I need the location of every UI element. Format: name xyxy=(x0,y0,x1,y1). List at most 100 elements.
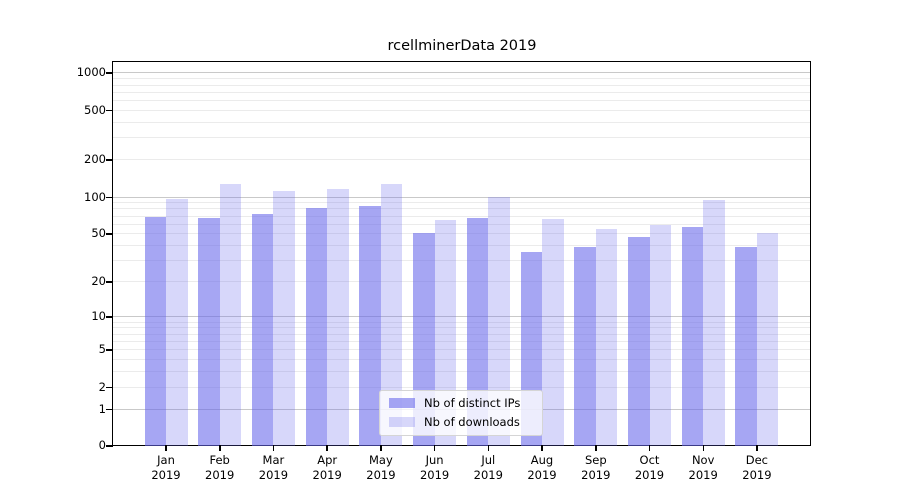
gridline-major xyxy=(113,196,810,198)
x-tick-mark xyxy=(756,445,758,451)
x-tick-label-jul: Jul 2019 xyxy=(473,453,503,482)
bar-downloads-jun xyxy=(434,220,457,446)
y-tick-mark xyxy=(106,281,113,283)
bar-distinct-ips-sep xyxy=(574,246,596,446)
gridline-minor xyxy=(113,349,810,351)
x-tick-mark xyxy=(648,445,651,451)
legend-swatch-downloads xyxy=(389,417,415,427)
bar-distinct-ips-feb xyxy=(198,217,220,446)
y-tick-label: 50 xyxy=(91,226,106,241)
y-tick-label: 2 xyxy=(98,379,106,394)
gridline-minor xyxy=(113,340,810,342)
y-tick-mark xyxy=(106,109,113,112)
x-tick-mark xyxy=(595,445,597,451)
x-tick-label-may: May 2019 xyxy=(366,453,396,482)
bar-distinct-ips-jan xyxy=(144,217,166,446)
bar-downloads-aug xyxy=(542,218,564,446)
y-tick-label: 500 xyxy=(84,102,106,117)
y-tick-mark xyxy=(106,445,113,447)
gridline-minor xyxy=(113,208,810,210)
gridline-minor xyxy=(113,215,810,217)
x-tick-label-jan: Jan 2019 xyxy=(151,453,181,482)
x-tick-label-oct: Oct 2019 xyxy=(634,453,665,482)
x-tick-mark xyxy=(326,445,328,451)
y-tick-label: 1000 xyxy=(76,65,106,80)
y-tick-mark xyxy=(106,408,113,410)
x-tick-mark xyxy=(165,445,167,451)
gridline-minor xyxy=(113,137,810,139)
x-tick-mark xyxy=(380,445,382,451)
chart-title: rcellminerData 2019 xyxy=(387,38,537,54)
gridline-minor xyxy=(113,84,810,86)
bar-downloads-nov xyxy=(703,199,725,446)
gridline-minor xyxy=(113,386,810,388)
x-tick-label-feb: Feb 2019 xyxy=(205,453,235,482)
gridline-major xyxy=(113,72,810,74)
y-tick-mark xyxy=(106,349,113,351)
legend-swatch-distinct-ips xyxy=(389,398,415,408)
x-tick-label-mar: Mar 2019 xyxy=(258,453,289,482)
y-tick-mark xyxy=(106,386,113,389)
legend-item-downloads: Nb of downloads xyxy=(389,415,533,429)
gridline-minor xyxy=(113,359,810,360)
bar-downloads-sep xyxy=(595,229,618,446)
bar-downloads-mar xyxy=(273,191,295,446)
bar-distinct-ips-mar xyxy=(251,214,274,446)
x-tick-mark xyxy=(487,445,490,451)
bar-distinct-ips-dec xyxy=(735,246,757,446)
y-tick-label: 20 xyxy=(91,274,106,289)
bar-downloads-dec xyxy=(756,233,779,446)
bar-distinct-ips-jul xyxy=(466,217,489,446)
bar-distinct-ips-apr xyxy=(305,208,328,446)
plot-area xyxy=(106,61,811,447)
x-tick-mark xyxy=(219,445,221,451)
y-tick-label: 5 xyxy=(98,342,106,357)
y-tick-label: 1 xyxy=(98,401,106,416)
gridline-minor xyxy=(113,327,810,329)
gridline-minor xyxy=(113,100,810,101)
bar-downloads-oct xyxy=(649,224,671,446)
y-tick-mark xyxy=(106,72,113,74)
gridline-minor xyxy=(113,281,810,283)
y-tick-label: 10 xyxy=(91,309,106,324)
bar-distinct-ips-oct xyxy=(628,236,650,446)
bar-downloads-apr xyxy=(327,188,349,446)
x-tick-label-jun: Jun 2019 xyxy=(419,453,450,482)
gridline-minor xyxy=(113,223,810,225)
y-tick-label: 0 xyxy=(98,438,106,452)
legend-label-downloads: Nb of downloads xyxy=(424,415,520,429)
bar-downloads-feb xyxy=(219,183,242,446)
gridline-minor xyxy=(113,78,810,80)
gridline-minor xyxy=(113,233,810,235)
gridline-minor xyxy=(113,121,810,123)
gridline-minor xyxy=(113,159,810,161)
y-tick-mark xyxy=(106,233,113,235)
x-tick-label-aug: Aug 2019 xyxy=(527,453,557,482)
gridline-minor xyxy=(113,260,810,262)
x-tick-mark xyxy=(702,445,704,451)
bar-distinct-ips-nov xyxy=(681,227,704,446)
x-tick-label-sep: Sep 2019 xyxy=(581,453,611,482)
y-tick-mark xyxy=(106,316,113,318)
gridline-minor xyxy=(113,245,810,247)
gridline-minor xyxy=(113,321,810,323)
x-tick-label-apr: Apr 2019 xyxy=(312,453,342,482)
y-tick-mark xyxy=(106,159,113,161)
legend-item-distinct-ips: Nb of distinct IPs xyxy=(389,396,533,410)
y-tick-label: 200 xyxy=(84,152,106,167)
x-tick-label-dec: Dec 2019 xyxy=(742,453,772,482)
x-tick-mark xyxy=(541,445,543,451)
legend-label-distinct-ips: Nb of distinct IPs xyxy=(424,396,521,410)
legend: Nb of distinct IPs Nb of downloads xyxy=(379,390,543,436)
x-tick-mark xyxy=(272,445,275,451)
bar-downloads-jul xyxy=(488,196,510,446)
gridline-minor xyxy=(113,202,810,204)
y-tick-label: 100 xyxy=(84,189,106,204)
gridline-minor xyxy=(113,371,810,372)
gridline-minor xyxy=(113,333,810,335)
gridline-major xyxy=(113,316,810,318)
bar-distinct-ips-may xyxy=(359,205,381,446)
gridline-minor xyxy=(113,109,810,111)
x-tick-label-nov: Nov 2019 xyxy=(688,453,718,482)
